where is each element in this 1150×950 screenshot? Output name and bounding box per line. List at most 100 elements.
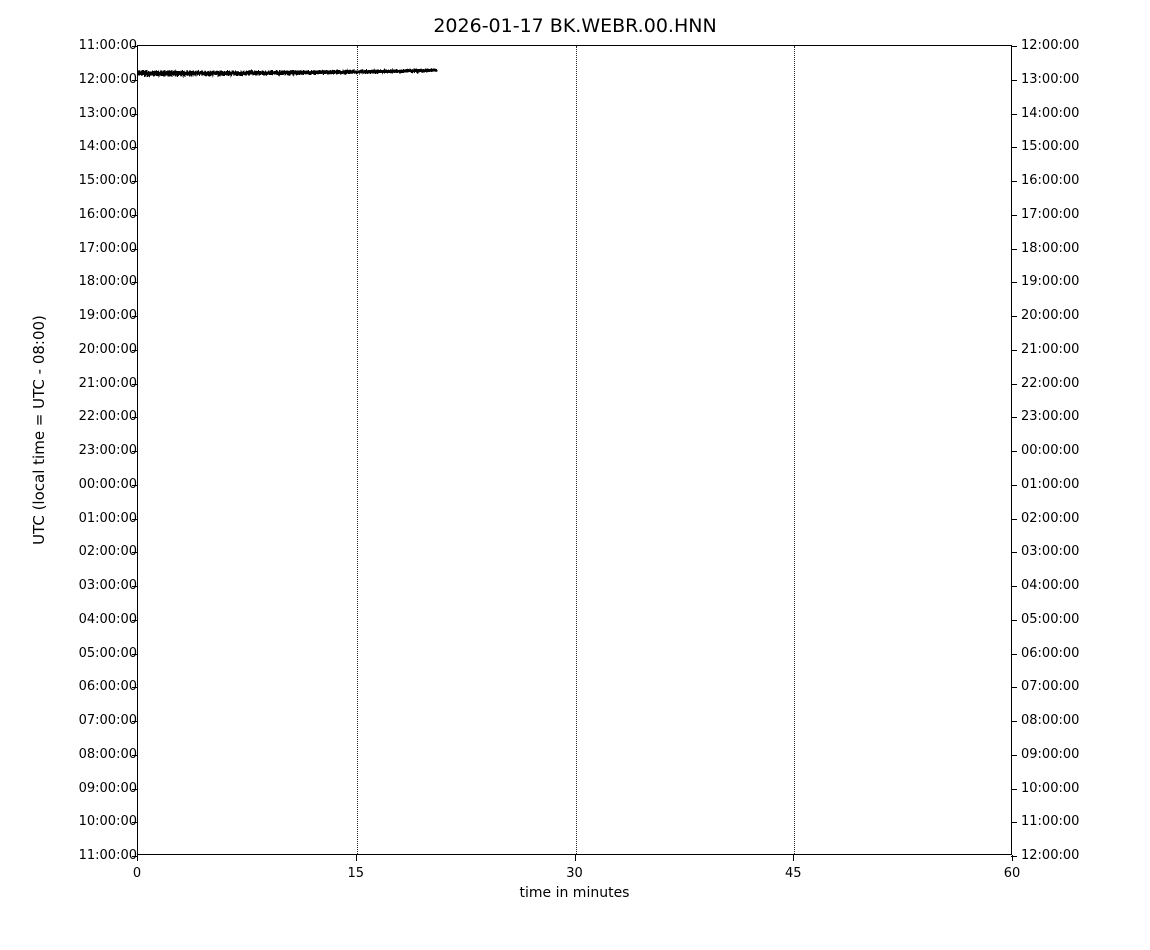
left-tick-label-7: 18:00:00	[78, 274, 137, 290]
right-tick-15	[1011, 552, 1017, 554]
right-tick-label-8: 20:00:00	[1021, 308, 1080, 323]
x-tick-label-3: 45	[784, 866, 802, 881]
right-tick-label-6: 18:00:00	[1021, 240, 1080, 256]
x-axis-label: time in minutes	[519, 885, 630, 901]
left-tick-label-12: 23:00:00	[78, 443, 137, 458]
right-tick-22	[1011, 788, 1017, 790]
left-tick-0	[132, 46, 138, 47]
right-tick-0	[1011, 46, 1017, 47]
right-tick-label-23: 11:00:00	[1021, 814, 1080, 830]
left-tick-23	[132, 822, 138, 824]
plot-axes	[132, 45, 1017, 857]
left-tick-label-0: 11:00:00	[78, 38, 137, 53]
left-tick-label-1: 12:00:00	[78, 71, 137, 87]
right-tick-5	[1011, 214, 1017, 216]
left-tick-19	[132, 687, 138, 689]
left-tick-20	[132, 721, 138, 722]
left-tick-12	[132, 451, 138, 452]
right-tick-label-20: 08:00:00	[1021, 713, 1080, 728]
right-tick-18	[1011, 653, 1017, 655]
right-tick-13	[1011, 484, 1017, 486]
gridline-45	[794, 46, 796, 854]
right-tick-16	[1011, 586, 1017, 587]
left-tick-6	[132, 248, 138, 250]
left-tick-label-21: 08:00:00	[78, 746, 137, 762]
left-tick-label-11: 22:00:00	[78, 409, 137, 425]
left-tick-10	[132, 383, 138, 385]
right-tick-1	[1011, 79, 1017, 81]
left-tick-label-14: 01:00:00	[78, 510, 137, 526]
left-tick-2	[132, 113, 138, 115]
right-tick-11	[1011, 417, 1017, 419]
right-tick-label-21: 09:00:00	[1021, 746, 1080, 762]
left-tick-7	[132, 282, 138, 284]
left-tick-17	[132, 619, 138, 621]
seismic-trace	[138, 67, 438, 79]
right-tick-label-22: 10:00:00	[1021, 780, 1080, 796]
left-tick-18	[132, 653, 138, 655]
right-tick-10	[1011, 383, 1017, 385]
left-tick-9	[132, 349, 138, 351]
left-tick-label-2: 13:00:00	[78, 105, 137, 121]
left-tick-label-19: 06:00:00	[78, 679, 137, 695]
x-tick-label-1: 15	[347, 866, 365, 881]
right-tick-23	[1011, 822, 1017, 824]
x-tick-label-4: 60	[1003, 866, 1021, 881]
left-tick-label-22: 09:00:00	[78, 780, 137, 796]
right-tick-9	[1011, 349, 1017, 351]
right-tick-label-9: 21:00:00	[1021, 341, 1080, 357]
x-tick-2	[574, 855, 576, 861]
left-tick-label-4: 15:00:00	[78, 173, 137, 188]
right-tick-label-14: 02:00:00	[1021, 510, 1080, 526]
right-tick-7	[1011, 282, 1017, 284]
left-tick-label-8: 19:00:00	[78, 308, 137, 323]
left-tick-4	[132, 181, 138, 182]
x-tick-4	[1012, 855, 1013, 861]
right-tick-14	[1011, 518, 1017, 520]
left-tick-11	[132, 417, 138, 419]
left-tick-14	[132, 518, 138, 520]
x-tick-3	[793, 855, 795, 861]
right-tick-label-12: 00:00:00	[1021, 443, 1080, 458]
right-tick-label-11: 23:00:00	[1021, 409, 1080, 425]
left-tick-label-3: 14:00:00	[78, 139, 137, 155]
right-tick-3	[1011, 147, 1017, 149]
right-tick-label-16: 04:00:00	[1021, 578, 1080, 593]
right-tick-6	[1011, 248, 1017, 250]
right-tick-label-10: 22:00:00	[1021, 375, 1080, 391]
left-tick-1	[132, 79, 138, 81]
left-tick-8	[132, 316, 138, 317]
left-tick-label-23: 10:00:00	[78, 814, 137, 830]
right-tick-label-15: 03:00:00	[1021, 544, 1080, 560]
left-tick-label-20: 07:00:00	[78, 713, 137, 728]
left-tick-label-9: 20:00:00	[78, 341, 137, 357]
left-tick-15	[132, 552, 138, 554]
right-tick-label-18: 06:00:00	[1021, 645, 1080, 661]
right-tick-8	[1011, 316, 1017, 317]
left-tick-label-13: 00:00:00	[78, 476, 137, 492]
right-tick-24	[1011, 856, 1017, 857]
left-tick-24	[132, 856, 138, 857]
left-tick-22	[132, 788, 138, 790]
left-tick-16	[132, 586, 138, 587]
left-tick-label-17: 04:00:00	[78, 611, 137, 627]
right-tick-label-13: 01:00:00	[1021, 476, 1080, 492]
right-tick-17	[1011, 619, 1017, 621]
x-tick-1	[355, 855, 357, 861]
right-tick-21	[1011, 754, 1017, 756]
left-tick-3	[132, 147, 138, 149]
right-tick-label-3: 15:00:00	[1021, 139, 1080, 155]
right-tick-20	[1011, 721, 1017, 722]
page-title: 2026-01-17 BK.WEBR.00.HNN	[433, 15, 717, 37]
left-tick-label-6: 17:00:00	[78, 240, 137, 256]
trace-core	[138, 69, 437, 75]
left-tick-5	[132, 214, 138, 216]
right-tick-label-1: 13:00:00	[1021, 71, 1080, 87]
gridline-15	[356, 46, 358, 854]
right-tick-label-7: 19:00:00	[1021, 274, 1080, 290]
right-tick-label-5: 17:00:00	[1021, 206, 1080, 222]
left-tick-label-16: 03:00:00	[78, 578, 137, 593]
right-tick-12	[1011, 451, 1017, 452]
y-axis-label: UTC (local time = UTC - 08:00)	[30, 315, 48, 545]
